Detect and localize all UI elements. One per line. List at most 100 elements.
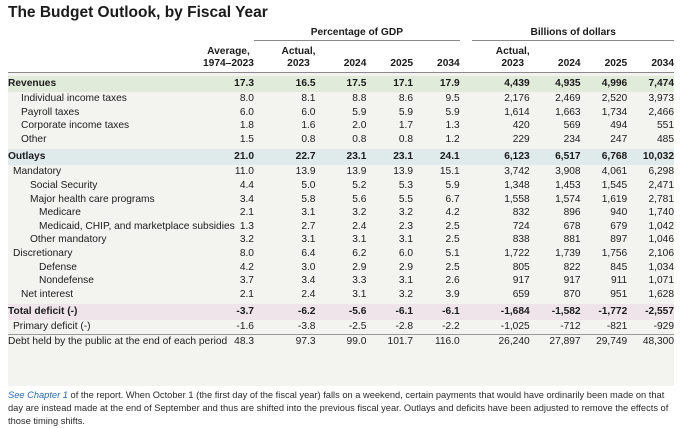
table-cell: 0.8 [398, 133, 414, 145]
table-cell: 1,722 [504, 247, 530, 259]
column-header-bil-actual: Actual, 2023 [472, 40, 530, 73]
column-header-row: Average, 1974–2023 Actual, 2023 2024 2025 … [8, 40, 674, 73]
table-cell: -821 [606, 321, 628, 333]
table-cell: 2.9 [398, 261, 414, 273]
table-cell: 6,768 [580, 149, 628, 166]
table-cell: 1,740 [648, 207, 675, 219]
table-cell: 870 [563, 288, 581, 300]
table-cell: 8.8 [352, 93, 367, 104]
table-row: Individual income taxes 8.0 8.1 8.8 8.6 9.5 … [8, 92, 674, 106]
table-cell: 3.1 [352, 234, 367, 246]
table-cell: 2.6 [445, 275, 460, 287]
row-label: Other mandatory [30, 234, 107, 246]
group-header-billions: Billions of dollars [472, 25, 674, 41]
table-row: Other mandatory 3.2 3.1 3.1 3.1 2.5 838 881 89… [8, 233, 674, 247]
table-cell: 6.2 [352, 247, 367, 259]
table-cell [460, 261, 473, 275]
table-cell: 896 [563, 207, 581, 219]
table-row: Net interest 2.1 2.4 3.1 3.2 3.9 659 870 951 1,… [8, 288, 674, 302]
table-cell: 1,071 [648, 275, 675, 287]
table-cell: 247 [610, 133, 628, 145]
table-cell [460, 320, 473, 334]
table-cell: 6,123 [472, 149, 530, 166]
table-cell: 917 [512, 275, 530, 287]
table-cell [460, 233, 473, 247]
table-cell: 911 [610, 275, 628, 287]
table-cell [460, 119, 473, 133]
table-cell: 1,545 [601, 179, 628, 191]
table-row: Corporate income taxes 1.8 1.6 2.0 1.7 1.3 4… [8, 119, 674, 133]
row-label: Corporate income taxes [21, 120, 130, 132]
table-cell: 17.5 [315, 76, 367, 92]
table-cell: 420 [512, 120, 530, 132]
row-label: Primary deficit (-) [13, 321, 91, 333]
table-cell: -3.7 [188, 304, 254, 321]
table-cell [460, 247, 473, 261]
table-cell: 22.7 [253, 149, 316, 166]
table-row-revenues: Revenues 17.3 16.5 17.5 17.1 17.9 4,439 4,935… [8, 76, 674, 92]
table-cell: 2.9 [352, 261, 367, 273]
table-cell: 8.1 [301, 93, 316, 104]
table-cell [460, 334, 473, 348]
table-cell: 5.1 [445, 247, 460, 259]
table-cell: -6.1 [413, 304, 460, 321]
table-cell [459, 40, 473, 73]
table-cell [8, 25, 189, 41]
table-cell: 1,453 [555, 179, 581, 191]
table-cell: 5.6 [352, 193, 367, 205]
table-cell: 659 [512, 288, 530, 300]
table-cell: 5.5 [398, 193, 414, 205]
row-label: Defense [39, 261, 77, 273]
table-cell: 3.1 [398, 275, 414, 287]
table-cell: -1,582 [529, 304, 581, 321]
table-row: Mandatory 11.0 13.9 13.9 13.9 15.1 3,742 3,90… [8, 165, 674, 179]
group-header-row: Percentage of GDP Billions of dollars [8, 25, 674, 41]
table-cell: 1.8 [239, 120, 254, 132]
table-cell: 2.5 [445, 234, 460, 246]
table-cell: -2.2 [442, 321, 460, 333]
table-cell: 8.0 [239, 93, 254, 104]
table-cell [460, 133, 473, 147]
column-header-average: Average, 1974–2023 [188, 40, 254, 73]
table-row: Payroll taxes 6.0 6.0 5.9 5.9 5.9 1,614 1,663… [8, 106, 674, 120]
table-cell: 101.7 [387, 335, 414, 347]
row-label: Discretionary [13, 247, 73, 259]
chapter-link[interactable]: See Chapter 1 [8, 390, 68, 400]
table-cell: 5.0 [301, 179, 316, 191]
table-cell: 679 [610, 220, 628, 232]
table-cell: 1,034 [648, 261, 675, 273]
table-cell: 2,469 [555, 93, 581, 104]
column-header-gdp-2034: 2034 [413, 40, 460, 73]
table-cell: 3.1 [352, 288, 367, 300]
table-cell: 1,663 [555, 106, 581, 118]
table-cell: 3,908 [555, 166, 581, 178]
table-cell [460, 193, 473, 207]
table-cell: 2.1 [239, 288, 254, 300]
row-label: Major health care programs [30, 193, 155, 205]
table-cell: 27,897 [549, 335, 581, 347]
table-cell: 0.8 [352, 133, 367, 145]
table-cell: -1,684 [472, 304, 530, 321]
row-label: Social Security [30, 179, 98, 191]
table-cell: 2.4 [352, 220, 367, 232]
table-cell [459, 304, 473, 321]
table-row: Nondefense 3.7 3.4 3.3 3.1 2.6 917 917 911 1,07… [8, 274, 674, 288]
table-cell: 838 [512, 234, 530, 246]
column-header-bil-2025: 2025 [580, 40, 628, 73]
table-cell: 845 [610, 261, 628, 273]
table-cell: 5.9 [445, 106, 460, 118]
table-cell: 5.3 [398, 179, 414, 191]
table-row: Defense 4.2 3.0 2.9 2.9 2.5 805 822 845 1,034 [8, 261, 674, 275]
table-cell: 116.0 [434, 335, 460, 347]
table-cell: 10,032 [627, 149, 674, 166]
table-cell: 29,749 [596, 335, 628, 347]
table-cell: 917 [563, 275, 581, 287]
table-cell: 4,996 [580, 76, 628, 92]
table-cell: -929 [653, 321, 674, 333]
column-header-gdp-2024: 2024 [315, 40, 367, 73]
table-cell: 4.4 [239, 179, 254, 191]
table-cell: 1,574 [555, 193, 581, 205]
table-cell: 1,046 [648, 234, 675, 246]
table-cell [459, 25, 473, 41]
table-cell: 3.4 [239, 193, 254, 205]
